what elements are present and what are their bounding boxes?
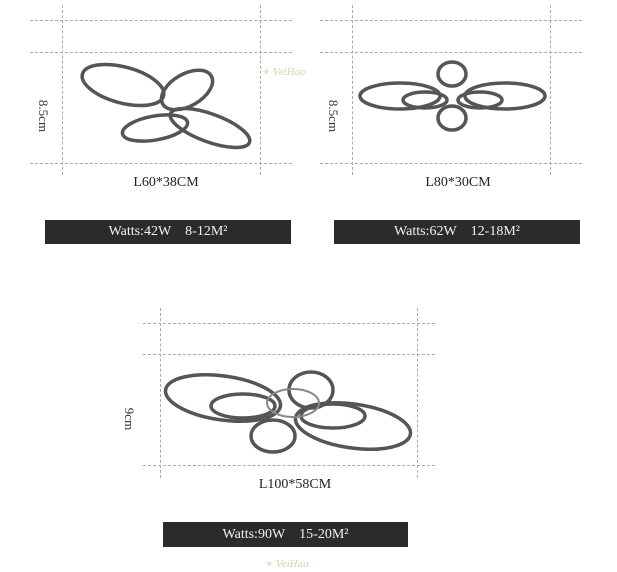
height-label: 9cm	[122, 407, 138, 431]
area-value: 8-12M²	[185, 224, 228, 239]
size-label: L80*30CM	[425, 175, 491, 190]
lamp-drawing-80	[358, 60, 547, 132]
lamp-drawing-100	[163, 370, 413, 454]
watts-value: Watts:42W	[108, 224, 172, 239]
area-value: 15-20M²	[299, 526, 349, 542]
lamp-drawing-60	[80, 62, 252, 150]
guide-line	[417, 308, 418, 478]
guide-line	[30, 52, 292, 53]
spec-bar: Watts:90W 15-20M²	[163, 522, 408, 547]
guide-line	[62, 5, 63, 175]
guide-line	[143, 465, 435, 466]
guide-line	[30, 20, 292, 21]
spec-bar: Watts:62W 12-18M²	[334, 220, 580, 244]
height-label: 8.5cm	[326, 99, 342, 133]
watermark-logo: ☀ VeiHao	[262, 68, 306, 78]
guide-line	[160, 308, 161, 478]
guide-line	[352, 5, 353, 175]
area-value: 12-18M²	[470, 224, 520, 239]
watts-value: Watts:62W	[394, 224, 457, 239]
guide-line	[260, 5, 261, 175]
guide-line	[320, 52, 582, 53]
size-label: L60*38CM	[133, 175, 199, 190]
height-label: 8.5cm	[36, 99, 52, 133]
watts-value: Watts:90W	[222, 526, 286, 542]
guide-line	[143, 323, 435, 324]
size-label: L100*58CM	[258, 477, 332, 492]
guide-line	[550, 5, 551, 175]
watermark-logo: ☀ VeiHao	[265, 560, 309, 570]
guide-line	[143, 354, 435, 355]
guide-line	[30, 163, 292, 164]
guide-line	[320, 163, 582, 164]
spec-bar: Watts:42W 8-12M²	[45, 220, 291, 244]
guide-line	[320, 20, 582, 21]
